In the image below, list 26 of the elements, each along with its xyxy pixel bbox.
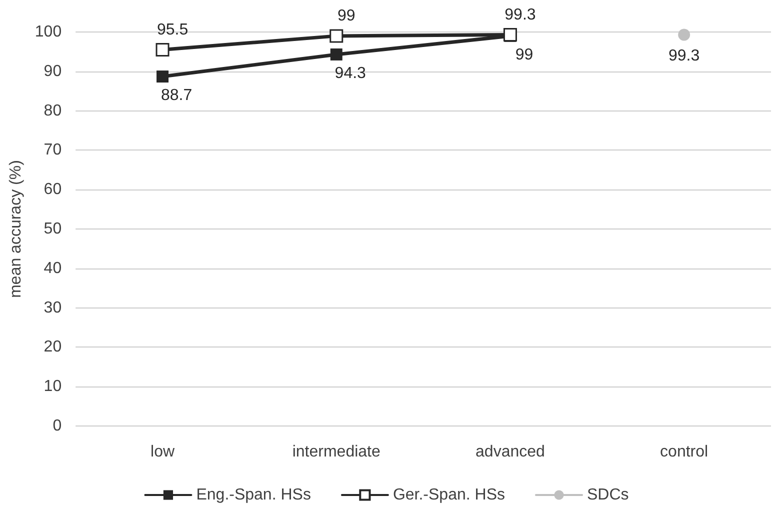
y-tick-label: 20	[44, 338, 62, 356]
legend-label: Eng.-Span. HSs	[196, 486, 311, 504]
data-label: 99.3	[668, 47, 700, 64]
data-label: 99	[515, 46, 534, 64]
y-tick-label: 80	[44, 102, 62, 120]
y-tick-label: 60	[44, 181, 62, 198]
y-axis-title: mean accuracy (%)	[8, 160, 24, 298]
data-label: 95.5	[156, 21, 188, 38]
x-tick-label: advanced	[476, 444, 545, 460]
x-tick-label: intermediate	[292, 444, 380, 460]
x-tick-label: low	[150, 444, 175, 460]
y-tick-label: 100	[34, 24, 62, 40]
y-tick-label: 30	[44, 299, 62, 316]
x-tick-label: control	[660, 444, 708, 460]
y-tick-label: 50	[44, 220, 62, 238]
data-label: 94.3	[334, 64, 366, 82]
legend-label: Ger.-Span. HSs	[392, 486, 505, 504]
y-tick-label: 90	[44, 62, 62, 80]
y-tick-label: 10	[44, 378, 62, 396]
y-tick-label: 0	[52, 418, 62, 434]
y-tick-label: 70	[44, 142, 62, 159]
data-label: 88.7	[160, 87, 192, 104]
y-tick-label: 40	[44, 260, 62, 277]
legend-label: SDCs	[586, 486, 629, 504]
data-label: 99	[337, 8, 356, 25]
data-label: 99.3	[504, 6, 536, 24]
